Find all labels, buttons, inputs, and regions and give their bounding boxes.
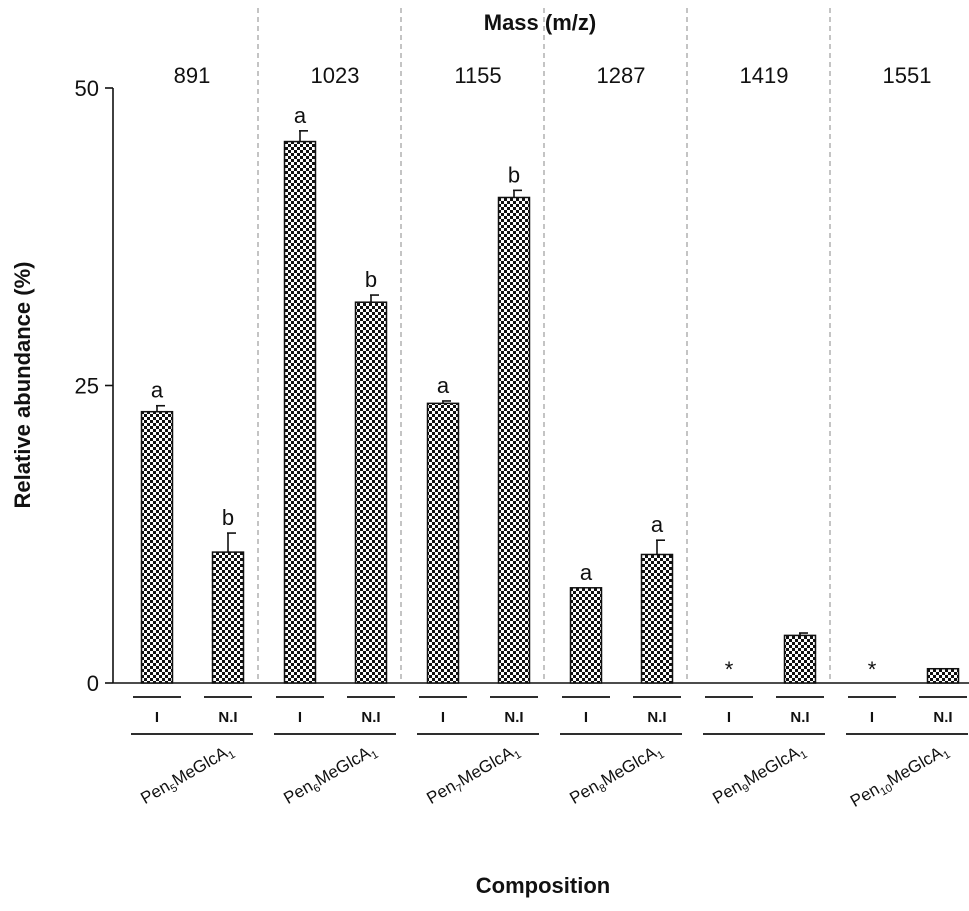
- composition-subscript: 5: [169, 782, 180, 795]
- y-axis-title: Relative abundance (%): [10, 262, 35, 509]
- plot-area: 02550891aIbN.IPen5MeGlcA11023aIbN.IPen6M…: [75, 8, 969, 814]
- composition-label: Pen6MeGlcA1: [280, 740, 380, 811]
- significance-letter: a: [437, 373, 450, 398]
- top-axis-title: Mass (m/z): [484, 10, 596, 35]
- series-label: I: [155, 709, 159, 726]
- mass-label: 1155: [454, 63, 501, 88]
- composition-label: Pen5MeGlcA1: [137, 740, 237, 811]
- composition-subscript: 1: [226, 749, 237, 762]
- significance-letter: *: [868, 657, 877, 682]
- composition-text: MeGlcA: [169, 743, 231, 790]
- bar: [497, 196, 531, 684]
- series-label: N.I: [647, 709, 666, 726]
- bar: [926, 667, 960, 684]
- significance-letter: a: [651, 512, 664, 537]
- bar: [140, 410, 174, 684]
- composition-text: MeGlcA: [884, 743, 946, 790]
- significance-letter: b: [508, 162, 520, 187]
- series-label: I: [727, 709, 731, 726]
- series-label: N.I: [933, 709, 952, 726]
- mass-label: 1287: [597, 63, 646, 88]
- mass-label: 1023: [311, 63, 360, 88]
- composition-label: Pen7MeGlcA1: [423, 740, 523, 811]
- bar: [569, 587, 603, 684]
- x-axis-title: Composition: [476, 873, 610, 898]
- composition-subscript: 1: [655, 749, 666, 762]
- series-label: I: [870, 709, 874, 726]
- composition-text: MeGlcA: [598, 743, 660, 790]
- mass-label: 1551: [883, 63, 932, 88]
- series-label: N.I: [790, 709, 809, 726]
- significance-letter: b: [222, 505, 234, 530]
- bar: [354, 301, 388, 684]
- y-tick-label: 0: [87, 671, 99, 696]
- composition-text: Pen: [709, 776, 745, 808]
- composition-subscript: 6: [312, 782, 323, 795]
- significance-letter: *: [725, 657, 734, 682]
- y-tick-label: 50: [75, 76, 99, 101]
- bar: [783, 634, 817, 684]
- series-label: I: [441, 709, 445, 726]
- series-label: N.I: [361, 709, 380, 726]
- composition-text: Pen: [423, 776, 459, 808]
- bar: [640, 553, 674, 684]
- composition-text: Pen: [280, 776, 316, 808]
- composition-label: Pen8MeGlcA1: [566, 740, 666, 811]
- composition-subscript: 9: [741, 782, 752, 795]
- composition-subscript: 1: [512, 749, 523, 762]
- y-tick-label: 25: [75, 374, 99, 399]
- composition-text: MeGlcA: [741, 743, 803, 790]
- significance-letter: a: [294, 103, 307, 128]
- composition-subscript: 7: [455, 782, 466, 795]
- composition-label: Pen10MeGlcA1: [847, 740, 952, 814]
- significance-letter: a: [151, 378, 164, 403]
- series-label: I: [584, 709, 588, 726]
- mass-label: 891: [174, 63, 211, 88]
- significance-letter: b: [365, 267, 377, 292]
- composition-label: Pen9MeGlcA1: [709, 740, 809, 811]
- composition-text: MeGlcA: [455, 743, 517, 790]
- bar: [211, 551, 245, 684]
- composition-subscript: 1: [369, 749, 380, 762]
- composition-subscript: 8: [598, 782, 609, 795]
- composition-text: Pen: [847, 779, 883, 811]
- series-label: N.I: [504, 709, 523, 726]
- composition-subscript: 10: [878, 782, 895, 799]
- series-label: I: [298, 709, 302, 726]
- mass-label: 1419: [740, 63, 789, 88]
- composition-text: MeGlcA: [312, 743, 374, 790]
- composition-text: Pen: [566, 776, 602, 808]
- significance-letter: a: [580, 560, 593, 585]
- composition-subscript: 1: [798, 749, 809, 762]
- bar: [426, 402, 460, 684]
- bar: [283, 140, 317, 684]
- series-label: N.I: [218, 709, 237, 726]
- composition-text: Pen: [137, 776, 173, 808]
- composition-subscript: 1: [941, 749, 952, 762]
